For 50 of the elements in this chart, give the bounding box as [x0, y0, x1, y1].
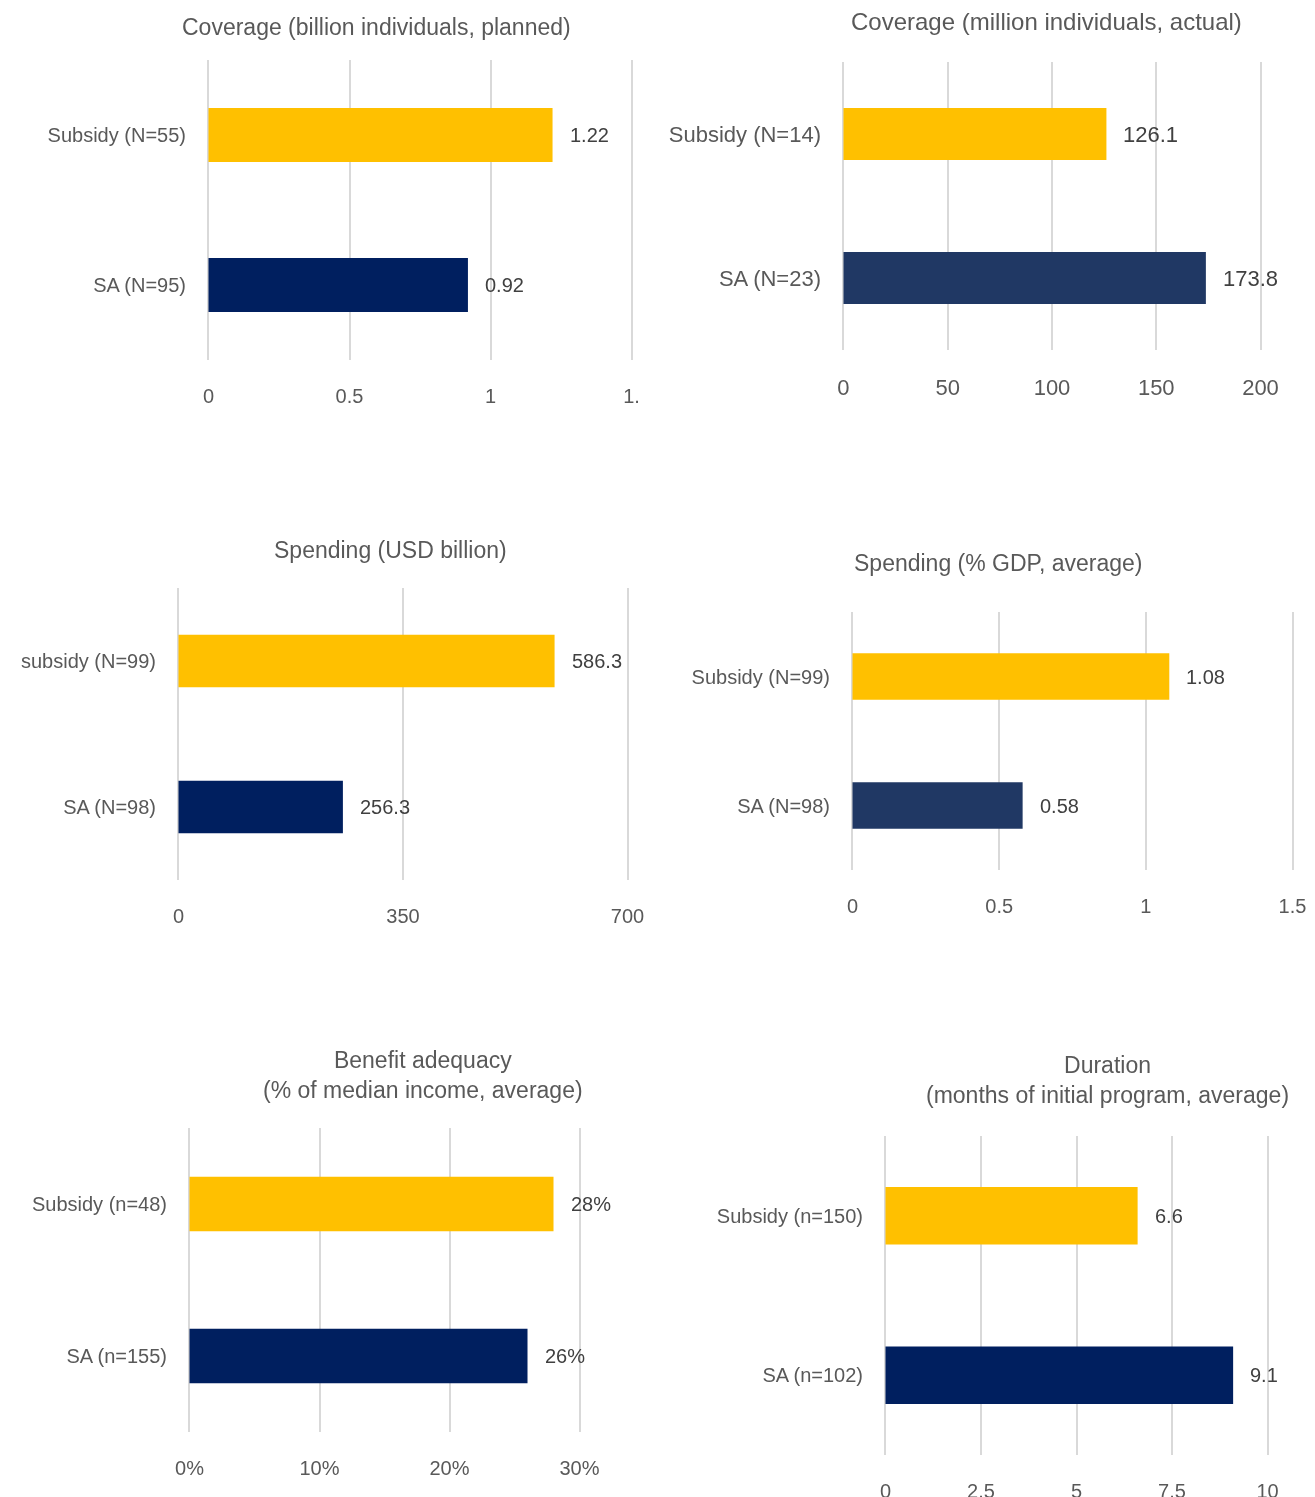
x-tick-label: 30%: [559, 1457, 600, 1479]
chart-title: Duration (months of initial program, average): [926, 1052, 1290, 1108]
x-tick-label: 350: [386, 905, 420, 927]
x-tick-label: 0: [202, 385, 215, 407]
data-label: 0.92: [485, 274, 524, 296]
data-label: 9.1: [1250, 1364, 1278, 1386]
y-tick-label: Subsidy (n=150): [716, 1204, 863, 1227]
data-label: 6.6: [1155, 1205, 1183, 1227]
x-tick-label: 10%: [299, 1457, 340, 1479]
chart-title: Spending (% GDP, average): [854, 550, 1143, 576]
y-tick-label: SA (N=95): [93, 274, 186, 296]
x-tick-label: 1.: [623, 385, 640, 407]
x-tick-label: 1: [484, 385, 497, 407]
x-tick-label: 100: [1033, 375, 1071, 400]
y-tick-label: SA (N=23): [718, 265, 821, 291]
data-label: 256.3: [360, 796, 411, 818]
y-tick-label: Subsidy (N=99): [691, 665, 830, 688]
y-tick-label: Subsidy (n=48): [31, 1193, 167, 1215]
x-tick-label: 0.5: [985, 895, 1014, 917]
x-tick-label: 700: [610, 905, 645, 927]
chart-title: Spending (USD billion): [274, 537, 507, 563]
x-tick-label: 20%: [429, 1457, 470, 1479]
y-tick-label: SA (N=98): [63, 796, 156, 818]
data-label: 1.08: [1186, 666, 1225, 688]
x-tick-label: 200: [1242, 375, 1279, 400]
y-tick-label: Subsidy (N=55): [47, 124, 186, 146]
data-label: 0.58: [1040, 795, 1079, 817]
data-label: 173.8: [1223, 266, 1279, 291]
x-tick-label: 50: [935, 375, 960, 400]
y-tick-label: SA (n=155): [66, 1345, 167, 1367]
x-tick-label: 150: [1137, 375, 1175, 400]
y-tick-label: subsidy (N=99): [20, 650, 156, 672]
x-tick-label: 0: [837, 375, 850, 400]
x-tick-label: 1.5: [1278, 895, 1307, 917]
chart-title: Coverage (billion individuals, planned): [182, 14, 571, 40]
y-tick-label: Subsidy (N=14): [668, 121, 821, 147]
x-tick-label: 1: [1140, 895, 1152, 917]
data-label: 586.3: [572, 650, 623, 672]
data-label: 28%: [571, 1193, 612, 1215]
x-tick-label: 0%: [175, 1457, 205, 1479]
data-label: 126.1: [1123, 122, 1179, 147]
x-tick-label: 0.5: [335, 385, 364, 407]
y-tick-label: SA (n=102): [762, 1364, 863, 1387]
y-tick-label: SA (N=98): [737, 794, 830, 817]
x-tick-label: 0: [846, 895, 859, 917]
chart-title: Coverage (million individuals, actual): [851, 8, 1242, 35]
data-label: 1.22: [570, 124, 609, 146]
x-tick-label: 0: [172, 905, 185, 927]
chart-title: Benefit adequacy (% of median income, average): [263, 1047, 583, 1103]
data-label: 26%: [545, 1345, 586, 1367]
